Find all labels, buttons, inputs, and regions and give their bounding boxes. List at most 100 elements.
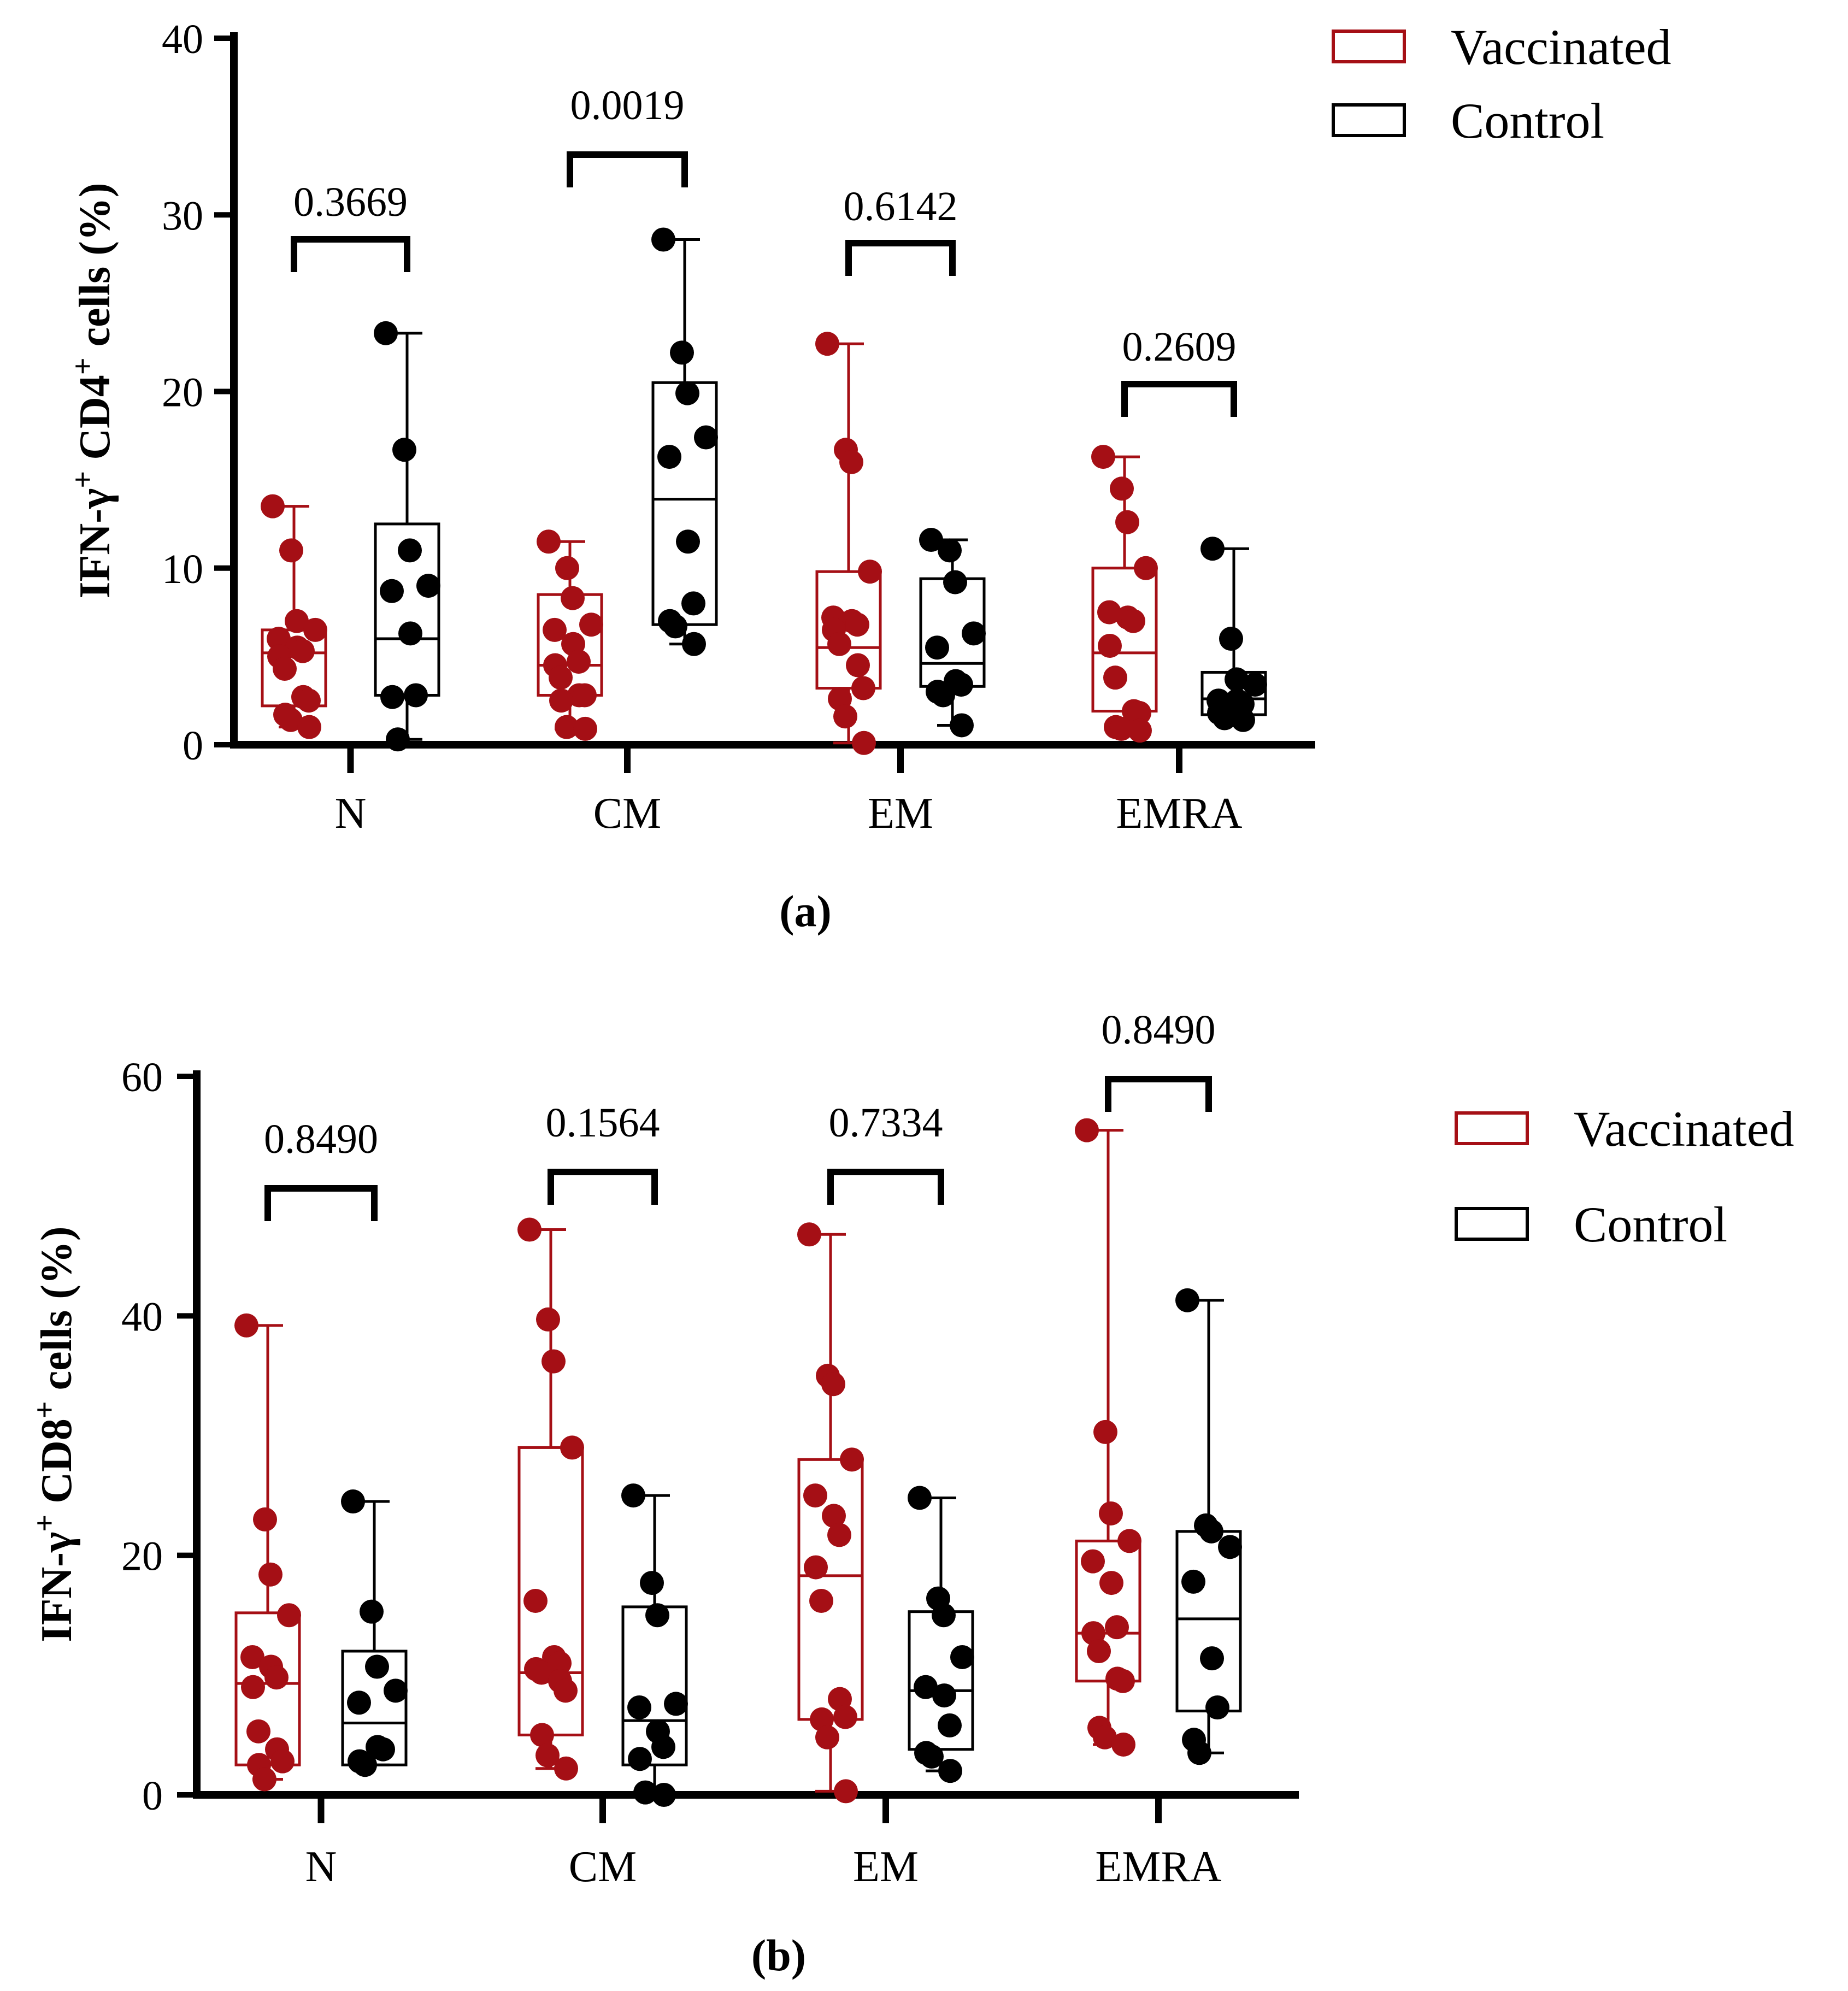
legend-swatch-vaccinated <box>1455 1111 1529 1145</box>
data-point <box>1200 537 1225 561</box>
data-point <box>1121 609 1145 633</box>
data-point <box>285 609 309 633</box>
data-point <box>273 657 297 681</box>
legend-swatch-vaccinated <box>1332 30 1406 63</box>
data-point <box>555 715 579 739</box>
data-point <box>681 591 705 616</box>
data-point <box>374 321 398 345</box>
data-point <box>840 1447 864 1472</box>
data-point <box>264 1665 289 1690</box>
data-point <box>633 1780 657 1805</box>
data-point <box>1128 718 1152 743</box>
y-label-superscript: + <box>66 357 100 375</box>
legend: Vaccinated Control <box>1455 1101 1794 1252</box>
data-point <box>1219 627 1243 651</box>
y-tick-label: 20 <box>162 370 203 416</box>
vaccinated-group-emra <box>1091 445 1158 743</box>
data-point <box>392 438 416 462</box>
data-point <box>827 1523 851 1547</box>
data-point <box>347 1690 371 1715</box>
y-label-part: IFN-γ <box>71 488 119 599</box>
data-point <box>303 617 327 642</box>
data-point <box>657 445 681 469</box>
data-point <box>341 1489 365 1514</box>
data-point <box>908 1486 932 1510</box>
data-point <box>297 715 321 739</box>
data-point <box>1098 633 1122 658</box>
data-point <box>1218 1535 1242 1559</box>
data-point <box>416 574 440 598</box>
data-point <box>398 621 422 646</box>
data-point <box>919 528 943 552</box>
p-value-label: 0.2609 <box>1122 324 1237 370</box>
p-value-label: 0.8490 <box>1102 1007 1216 1053</box>
data-point <box>1115 510 1139 534</box>
data-point <box>386 727 410 752</box>
x-category-label: N <box>335 790 367 838</box>
data-point <box>1199 1519 1223 1544</box>
data-point <box>1093 1725 1117 1750</box>
data-point <box>554 1678 578 1703</box>
data-point <box>845 612 869 637</box>
data-point <box>833 704 857 729</box>
x-category-label: EM <box>868 790 933 838</box>
data-point <box>398 538 422 563</box>
legend-swatch-control <box>1332 103 1406 137</box>
data-point <box>267 627 291 651</box>
y-tick-label: 20 <box>121 1534 163 1580</box>
data-point <box>694 425 718 450</box>
data-point <box>932 1603 956 1628</box>
y-axis-label: IFN-γ+ CD8+ cells (%) <box>28 1226 81 1642</box>
data-point <box>1243 673 1267 697</box>
data-point <box>1110 476 1134 501</box>
x-category-label: EMRA <box>1116 790 1242 838</box>
data-point <box>291 639 315 663</box>
data-point <box>253 1507 277 1531</box>
box <box>815 570 882 690</box>
data-point <box>797 1222 821 1247</box>
significance-bracket <box>1105 1076 1212 1112</box>
data-point <box>548 1651 572 1675</box>
data-point <box>573 716 597 741</box>
data-point <box>542 1349 566 1374</box>
p-value-label: 0.6142 <box>844 184 958 229</box>
data-point <box>809 1588 833 1613</box>
y-label-part: IFN-γ <box>33 1532 81 1642</box>
data-point <box>652 1783 676 1807</box>
data-point <box>561 586 585 610</box>
data-point <box>932 1683 956 1708</box>
data-point <box>920 1744 944 1769</box>
data-point <box>943 570 967 594</box>
y-tick-label: 30 <box>162 193 203 239</box>
data-point <box>931 683 955 708</box>
y-label-part: CD4 <box>71 375 119 471</box>
data-point <box>815 332 839 356</box>
vaccinated-group-em <box>797 1222 864 1804</box>
data-point <box>950 1645 974 1669</box>
data-point <box>380 579 404 603</box>
vaccinated-group-em <box>815 332 882 755</box>
y-label-part: CD8 <box>33 1418 81 1515</box>
legend-label-vaccinated: Vaccinated <box>1451 19 1672 75</box>
data-point <box>560 1435 584 1460</box>
data-point <box>664 1692 688 1716</box>
data-point <box>1225 667 1249 692</box>
control-group-n <box>341 1489 408 1777</box>
data-point <box>676 529 700 554</box>
control-group-emra <box>1175 1288 1242 1765</box>
data-point <box>537 529 561 554</box>
box <box>651 381 718 626</box>
data-point <box>815 1725 839 1750</box>
significance-bracket <box>548 1169 658 1205</box>
data-point <box>270 1749 295 1774</box>
data-point <box>579 612 603 637</box>
data-point <box>365 1654 389 1679</box>
data-point <box>549 665 573 690</box>
data-point <box>1213 706 1237 731</box>
panel-label: (a) <box>779 886 832 936</box>
x-category-label: EMRA <box>1095 1843 1221 1891</box>
data-point <box>536 1307 560 1332</box>
data-point <box>261 494 285 519</box>
data-point <box>404 683 428 708</box>
